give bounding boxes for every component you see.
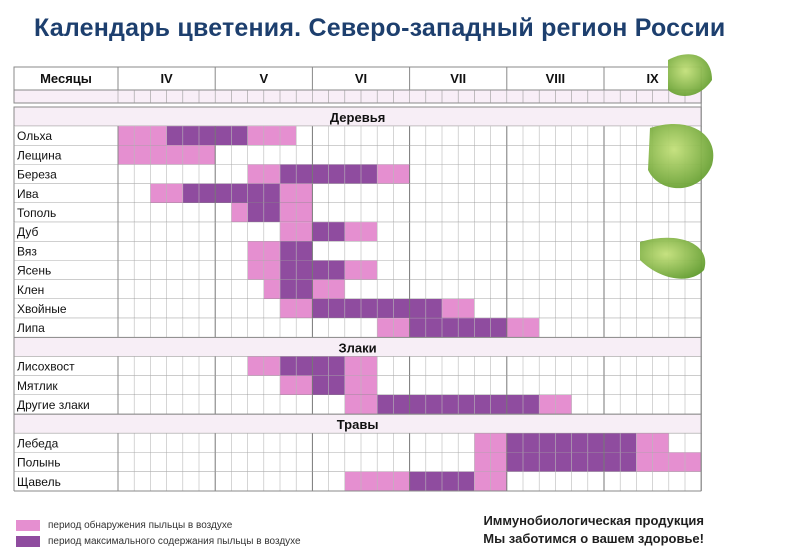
- row-bg: [14, 145, 702, 165]
- tick-row: [13, 89, 702, 104]
- promo-line-2: Мы заботимся о вашем здоровье!: [483, 531, 704, 546]
- legend-detection: период обнаружения пыльцы в воздухе: [16, 519, 232, 532]
- bloom-segment-maximum: [166, 126, 216, 146]
- promo-line-1: Иммунобиологическая продукция: [483, 513, 704, 528]
- row-bg: [14, 203, 702, 223]
- plant-label: Вяз: [17, 244, 37, 258]
- month-label-IV: IV: [160, 71, 173, 86]
- plant-label: Береза: [17, 168, 57, 182]
- plant-label: Мятлик: [17, 379, 58, 393]
- row-bg: [14, 183, 702, 203]
- legend-maximum-swatch: [16, 536, 40, 547]
- plant-label: Другие злаки: [17, 398, 90, 412]
- plant-label: Лещина: [17, 148, 62, 162]
- plant-label: Тополь: [17, 206, 56, 220]
- legend-detection-label: период обнаружения пыльцы в воздухе: [48, 520, 233, 531]
- plant-label: Лисохвост: [17, 360, 75, 374]
- legend-maximum: период максимального содержания пыльцы в…: [16, 535, 301, 548]
- row-bg: [14, 241, 702, 261]
- row-bg: [14, 126, 702, 146]
- plant-label: Ольха: [17, 129, 52, 143]
- bloom-segment-detection: [247, 126, 297, 146]
- month-label-VIII: VIII: [546, 71, 566, 86]
- birch-leaf-lower: [640, 237, 706, 279]
- row-bg: [14, 318, 702, 338]
- section-title: Злаки: [339, 340, 377, 355]
- bloom-segment-detection: [118, 126, 167, 146]
- page-title: Календарь цветения. Северо-западный реги…: [34, 14, 726, 42]
- plant-label: Дуб: [17, 225, 39, 239]
- plant-label: Ива: [17, 187, 39, 201]
- month-label-V: V: [259, 71, 268, 86]
- row-bg: [14, 279, 702, 299]
- month-label-VI: VI: [355, 71, 367, 86]
- months-label: Месяцы: [40, 71, 92, 86]
- month-label-IX: IX: [646, 71, 659, 86]
- month-label-VII: VII: [450, 71, 466, 86]
- legend-detection-swatch: [16, 520, 40, 531]
- plant-label: Ясень: [17, 264, 51, 278]
- bloom-segment-detection: [231, 203, 248, 223]
- legend-maximum-label: период максимального содержания пыльцы в…: [48, 536, 301, 547]
- bloom-segment-detection: [263, 279, 280, 299]
- plant-label: Клен: [17, 283, 44, 297]
- section-title: Травы: [337, 417, 379, 432]
- plant-label: Щавель: [17, 475, 61, 489]
- plant-label: Лебеда: [17, 436, 59, 450]
- birch-leaf-middle: [648, 123, 714, 189]
- plant-label: Полынь: [17, 456, 61, 470]
- section-title: Деревья: [330, 110, 385, 125]
- plant-label: Хвойные: [17, 302, 67, 316]
- birch-leaf-top: [668, 54, 712, 96]
- plant-label: Липа: [17, 321, 45, 335]
- decorative-leaves: [640, 54, 714, 279]
